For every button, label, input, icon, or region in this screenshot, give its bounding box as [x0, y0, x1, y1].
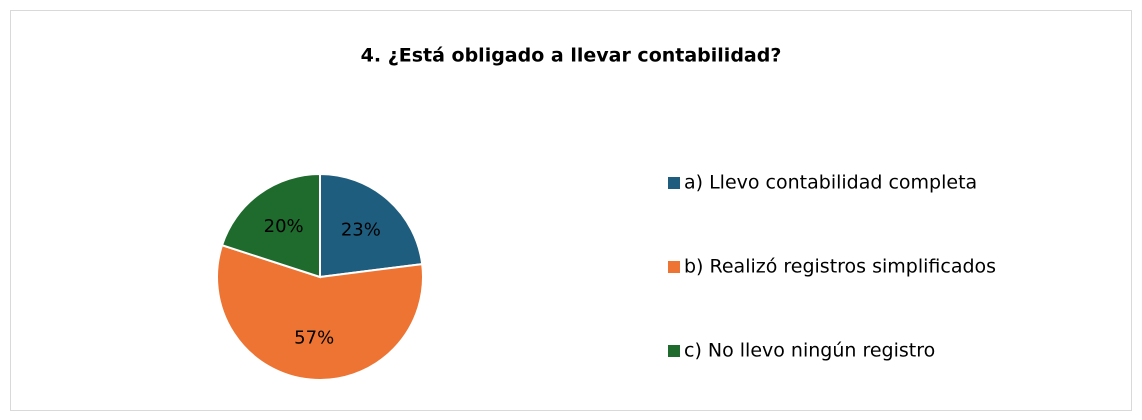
- legend-swatch: [668, 261, 680, 273]
- pie-slice: [220, 172, 321, 279]
- data-label: 23%: [341, 220, 381, 241]
- data-label: 57%: [294, 328, 334, 349]
- legend-label: a) Llevo contabilidad completa: [684, 172, 977, 194]
- legend-label: b) Realizó registros simplificados: [684, 256, 996, 278]
- pie-slice: [216, 243, 424, 381]
- pie-slice: [319, 172, 424, 279]
- legend-swatch: [668, 345, 680, 357]
- legend-label: c) No llevo ningún registro: [684, 340, 935, 362]
- legend-swatch: [668, 177, 680, 189]
- chart-title: 4. ¿Está obligado a llevar contabilidad?: [361, 45, 782, 67]
- data-label: 20%: [264, 216, 304, 237]
- chart-border: [10, 10, 1132, 411]
